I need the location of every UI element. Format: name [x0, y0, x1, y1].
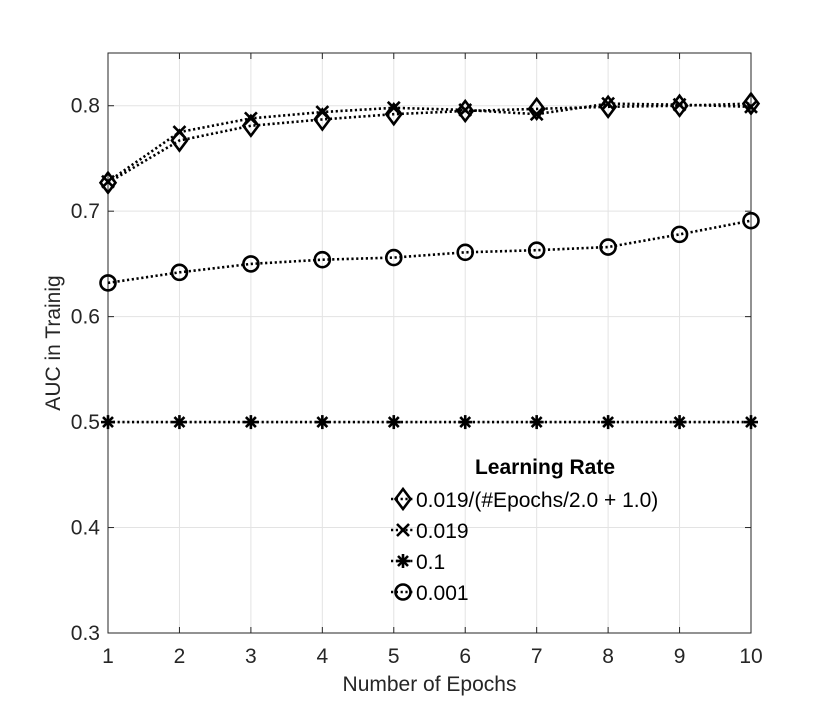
- data-point-asterisk: [458, 415, 473, 430]
- data-point-circle: [456, 243, 475, 262]
- y-tick-label: 0.4: [71, 517, 101, 540]
- data-point-x: [172, 125, 187, 140]
- series-group: [98, 91, 761, 430]
- y-tick-label: 0.6: [71, 306, 100, 329]
- series-line: [107, 219, 752, 285]
- legend-item: 0.001: [391, 582, 469, 605]
- data-point-asterisk: [529, 415, 544, 430]
- data-point-circle: [670, 225, 689, 244]
- x-tick-label: 3: [245, 645, 257, 668]
- data-point-x: [601, 96, 616, 111]
- data-point-circle: [242, 255, 260, 273]
- series-circle: [99, 211, 760, 292]
- data-point-asterisk: [601, 415, 616, 430]
- data-point-x: [672, 97, 687, 112]
- legend-item: 0.1: [391, 551, 445, 574]
- data-point-x: [529, 107, 544, 122]
- y-tick-label: 0.3: [71, 622, 100, 645]
- data-point-asterisk: [101, 415, 115, 430]
- data-point-diamond: [384, 101, 403, 127]
- tick-labels: 1 2 3 4 5 6 7 8 9 10 0.3 0.4 0.5 0.6 0.7 0.8: [71, 95, 763, 668]
- data-point-circle: [170, 263, 189, 282]
- data-point-asterisk: [672, 415, 687, 430]
- y-tick-label: 0.8: [71, 95, 100, 118]
- legend-label: 0.019/(#Epochs/2.0 + 1.0): [416, 489, 658, 512]
- data-point-x: [315, 105, 330, 119]
- data-point-diamond: [527, 96, 546, 122]
- x-tick-label: 6: [459, 645, 471, 668]
- x-tick-label: 8: [602, 645, 614, 668]
- x-tick-label: 9: [674, 645, 686, 668]
- legend-label: 0.1: [416, 551, 445, 574]
- plot-frame: [107, 52, 752, 634]
- legend-item: 0.019/(#Epochs/2.0 + 1.0): [391, 486, 658, 512]
- data-point-x: [101, 174, 115, 189]
- x-tick-label: 5: [388, 645, 400, 668]
- legend-marker-diamond: [393, 486, 413, 512]
- series-x: [101, 96, 758, 189]
- data-point-circle: [742, 211, 760, 230]
- x-axis-title: Number of Epochs: [343, 673, 517, 696]
- data-point-circle: [527, 241, 546, 259]
- series-line: [107, 102, 752, 183]
- data-point-asterisk: [315, 415, 330, 430]
- x-tick-label: 4: [316, 645, 328, 668]
- data-point-diamond: [670, 93, 689, 118]
- data-point-asterisk: [744, 415, 758, 430]
- data-point-asterisk: [243, 415, 258, 430]
- y-tick-label: 0.7: [71, 200, 100, 223]
- data-point-asterisk: [172, 415, 187, 430]
- legend-label: 0.019: [416, 520, 469, 543]
- data-point-x: [744, 99, 758, 114]
- legend: Learning Rate 0.019/(#Epochs/2.0 + 1.0) 0…: [391, 456, 658, 605]
- data-point-circle: [313, 250, 332, 269]
- data-point-circle: [599, 238, 617, 256]
- data-point-circle: [99, 274, 117, 292]
- legend-marker-x: [396, 523, 410, 537]
- y-axis-title: AUC in Trainig: [42, 275, 65, 410]
- data-point-asterisk: [386, 415, 401, 430]
- data-point-x: [458, 103, 473, 117]
- x-tick-label: 7: [531, 645, 543, 668]
- series-asterisk: [101, 415, 758, 430]
- legend-marker-asterisk: [396, 554, 410, 568]
- legend-label: 0.001: [416, 582, 469, 605]
- x-tick-label: 10: [739, 645, 762, 668]
- data-point-diamond: [456, 98, 475, 124]
- legend-title: Learning Rate: [475, 456, 615, 479]
- legend-item: 0.019: [391, 520, 469, 543]
- y-tick-label: 0.5: [71, 411, 100, 434]
- legend-marker-circle: [394, 583, 412, 601]
- data-point-x: [243, 111, 258, 126]
- x-tick-label: 1: [102, 645, 114, 668]
- x-tick-label: 2: [174, 645, 186, 668]
- data-point-x: [386, 100, 401, 115]
- data-point-circle: [384, 248, 403, 267]
